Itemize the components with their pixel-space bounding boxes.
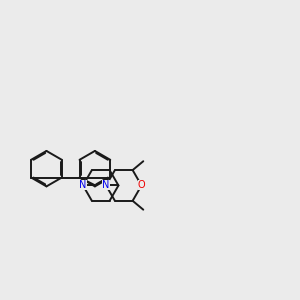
- Text: N: N: [79, 181, 87, 190]
- Text: N: N: [102, 181, 110, 190]
- Text: O: O: [138, 181, 145, 190]
